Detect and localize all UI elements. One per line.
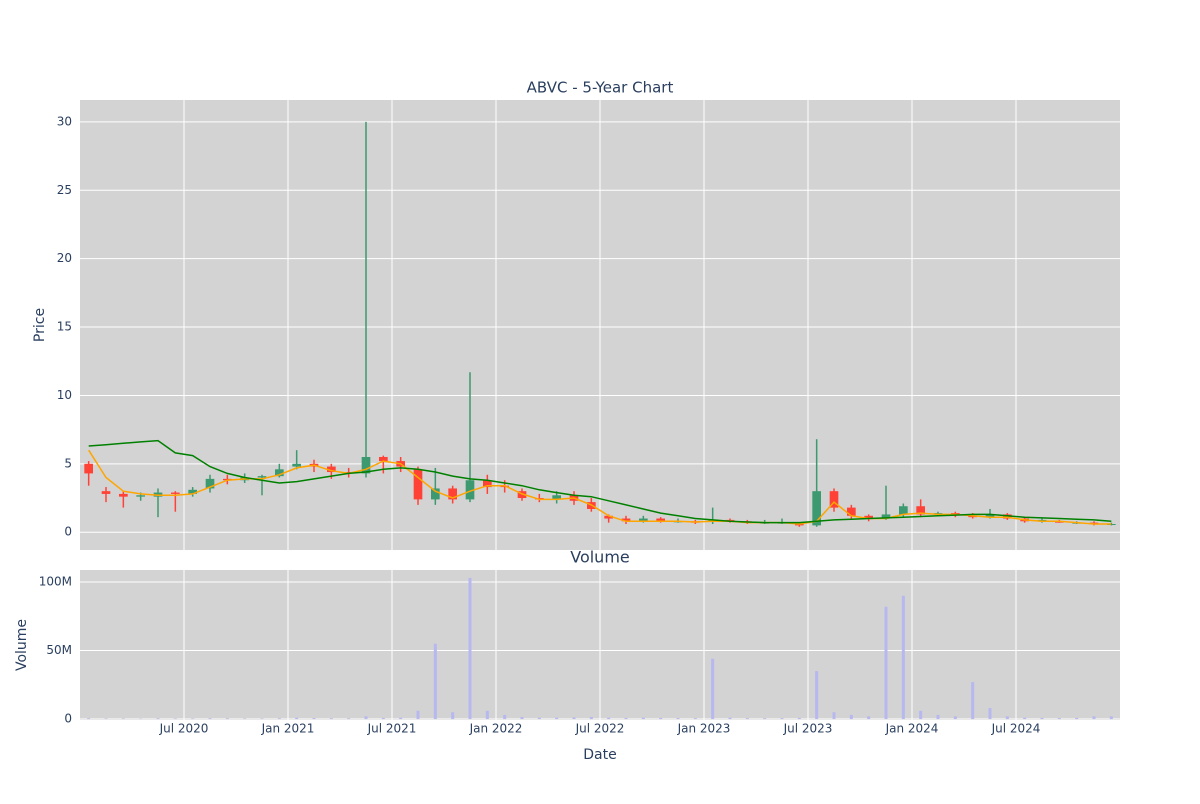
candle-body <box>171 493 180 494</box>
volume-bar <box>347 718 350 719</box>
candle-body <box>136 495 145 496</box>
volume-bar <box>1093 716 1096 719</box>
volume-bar <box>850 715 853 719</box>
volume-bar <box>555 718 558 719</box>
volume-bar <box>573 717 576 719</box>
volume-bar <box>1041 718 1044 719</box>
chart-title: ABVC - 5-Year Chart <box>527 79 674 97</box>
x-tick-label: Jul 2021 <box>367 722 417 736</box>
volume-bar <box>677 718 680 719</box>
volume-bar <box>729 718 732 719</box>
volume-bar <box>815 671 818 719</box>
volume-bar <box>798 718 801 719</box>
x-tick-label: Jul 2023 <box>783 722 833 736</box>
volume-bar <box>746 718 749 719</box>
candle-body <box>414 469 423 499</box>
candle-body <box>431 488 440 499</box>
y-axis-label: Price <box>32 308 48 342</box>
volume-bar <box>295 718 298 719</box>
candle-body <box>258 476 267 477</box>
volume-bar <box>781 718 784 719</box>
volume-bar <box>590 717 593 719</box>
candle-body <box>119 494 128 497</box>
volume-bar <box>486 711 489 719</box>
volume-bar <box>1058 718 1061 719</box>
volume-bar <box>1023 718 1026 719</box>
volume-bar <box>1110 716 1113 719</box>
volume-bar <box>451 712 454 719</box>
volume-bar <box>157 718 160 719</box>
volume-bar <box>521 717 524 719</box>
y-tick-label: 10 <box>57 388 72 402</box>
volume-bar <box>330 718 333 719</box>
y-tick-label: 25 <box>57 183 72 197</box>
volume-bar <box>469 578 472 719</box>
volume-title: Volume <box>570 548 630 567</box>
x-tick-label: Jan 2022 <box>469 722 523 736</box>
x-tick-label: Jan 2023 <box>677 722 731 736</box>
volume-bar <box>919 711 922 719</box>
y-tick-label: 0 <box>64 525 72 539</box>
volume-bar <box>382 718 385 719</box>
volume-bar <box>954 716 957 719</box>
candle-body <box>847 508 856 516</box>
volume-bar <box>867 716 870 719</box>
volume-bar <box>885 607 888 719</box>
volume-bar <box>607 718 610 719</box>
x-tick-label: Jul 2024 <box>991 722 1041 736</box>
volume-bar <box>313 718 316 719</box>
volume-bar <box>989 708 992 719</box>
candle-body <box>292 464 301 467</box>
x-tick-label: Jan 2024 <box>885 722 939 736</box>
volume-bar <box>659 718 662 719</box>
volume-bar <box>694 718 697 719</box>
volume-bar <box>87 718 90 719</box>
volume-bar <box>365 716 368 719</box>
candle-body <box>84 464 93 474</box>
y-tick-label: 0 <box>64 712 72 726</box>
y-tick-label: 5 <box>64 456 72 470</box>
volume-bar <box>625 718 628 719</box>
volume-bar <box>971 682 974 719</box>
volume-bar <box>833 712 836 719</box>
x-axis-label: Date <box>583 747 616 763</box>
volume-bar <box>209 718 212 719</box>
volume-bar <box>226 718 229 719</box>
y-tick-label: 20 <box>57 251 72 265</box>
volume-bar <box>538 718 541 719</box>
x-tick-label: Jul 2020 <box>159 722 209 736</box>
volume-bar <box>763 718 766 719</box>
volume-bar <box>399 718 402 719</box>
volume-bar <box>417 711 420 719</box>
volume-bar <box>642 718 645 719</box>
volume-bar <box>711 659 714 719</box>
y-tick-label: 100M <box>39 575 72 589</box>
volume-bar <box>1006 716 1009 719</box>
volume-bar <box>937 715 940 719</box>
candle-body <box>102 491 111 494</box>
volume-bar <box>1075 718 1078 719</box>
y-tick-label: 30 <box>57 114 72 128</box>
volume-bar <box>278 718 281 719</box>
volume-bar <box>503 715 506 719</box>
volume-bar <box>902 596 905 719</box>
y-tick-label: 50M <box>46 643 72 657</box>
y-axis-label: Volume <box>14 619 30 671</box>
candle-body <box>899 506 908 514</box>
x-tick-label: Jul 2022 <box>575 722 625 736</box>
x-tick-label: Jan 2021 <box>261 722 315 736</box>
volume-bar <box>434 644 437 719</box>
y-tick-label: 15 <box>57 320 72 334</box>
